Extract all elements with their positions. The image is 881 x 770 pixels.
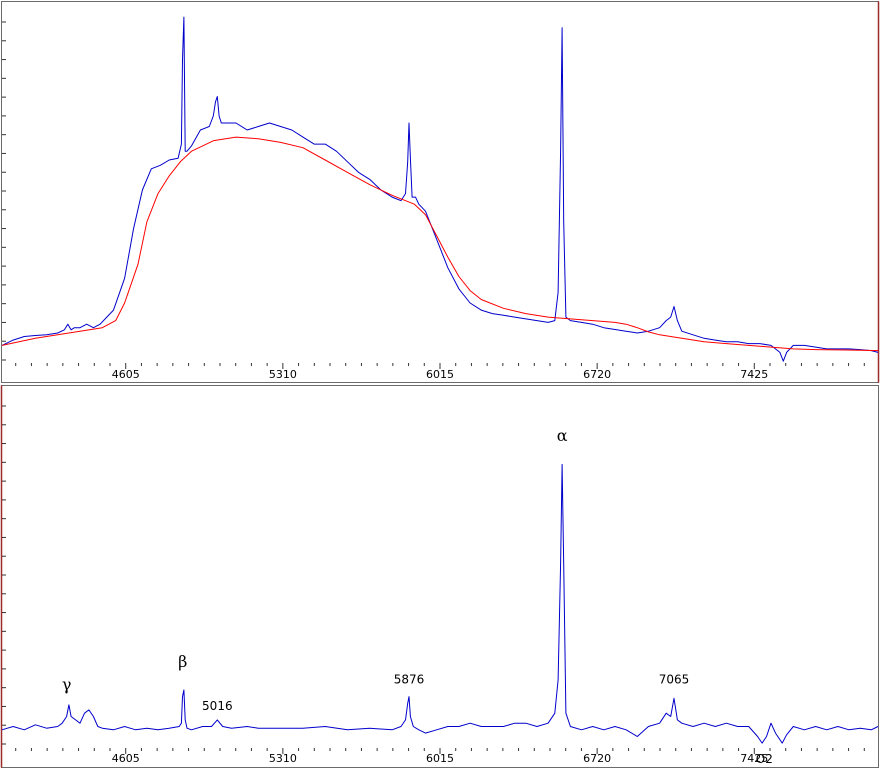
x-tick-label: 6015: [426, 368, 454, 381]
x-tick-label: 4605: [112, 368, 140, 381]
x-tick-label: 7425: [740, 368, 768, 381]
top-series-group: [1, 16, 879, 362]
bottom-y-ticks: [2, 405, 6, 745]
bottom-annotations: γ β 5016 5876 α 7065 O2: [62, 426, 773, 766]
line-annotation: α: [557, 426, 568, 445]
top-panel-frame: [1, 1, 879, 383]
line-annotation: β: [178, 652, 187, 671]
bottom-x-ticks: 4605 5310 6015 6720 7425: [15, 748, 865, 765]
top-x-ticks: 4605 5310 6015 6720 7425: [15, 363, 865, 381]
line-annotation: O2: [756, 752, 773, 766]
x-tick-label: 5310: [269, 368, 297, 381]
continuum-fit-line: [1, 136, 879, 352]
x-tick-label: 6720: [583, 752, 611, 765]
x-tick-label: 6720: [583, 368, 611, 381]
x-tick-label: 4605: [112, 752, 140, 765]
x-tick-label: 7425: [740, 752, 768, 765]
line-annotation: 5876: [394, 672, 425, 686]
spectrum-line: [1, 16, 879, 362]
spectrum-line: [1, 463, 879, 744]
line-annotation: γ: [62, 675, 72, 694]
x-tick-label: 5310: [269, 752, 297, 765]
line-annotation: 5016: [202, 699, 233, 713]
line-annotation: 7065: [659, 672, 690, 686]
x-tick-label: 6015: [426, 752, 454, 765]
top-y-ticks: [2, 21, 6, 361]
bottom-panel-frame: [1, 385, 879, 768]
bottom-series-group: [1, 463, 879, 744]
